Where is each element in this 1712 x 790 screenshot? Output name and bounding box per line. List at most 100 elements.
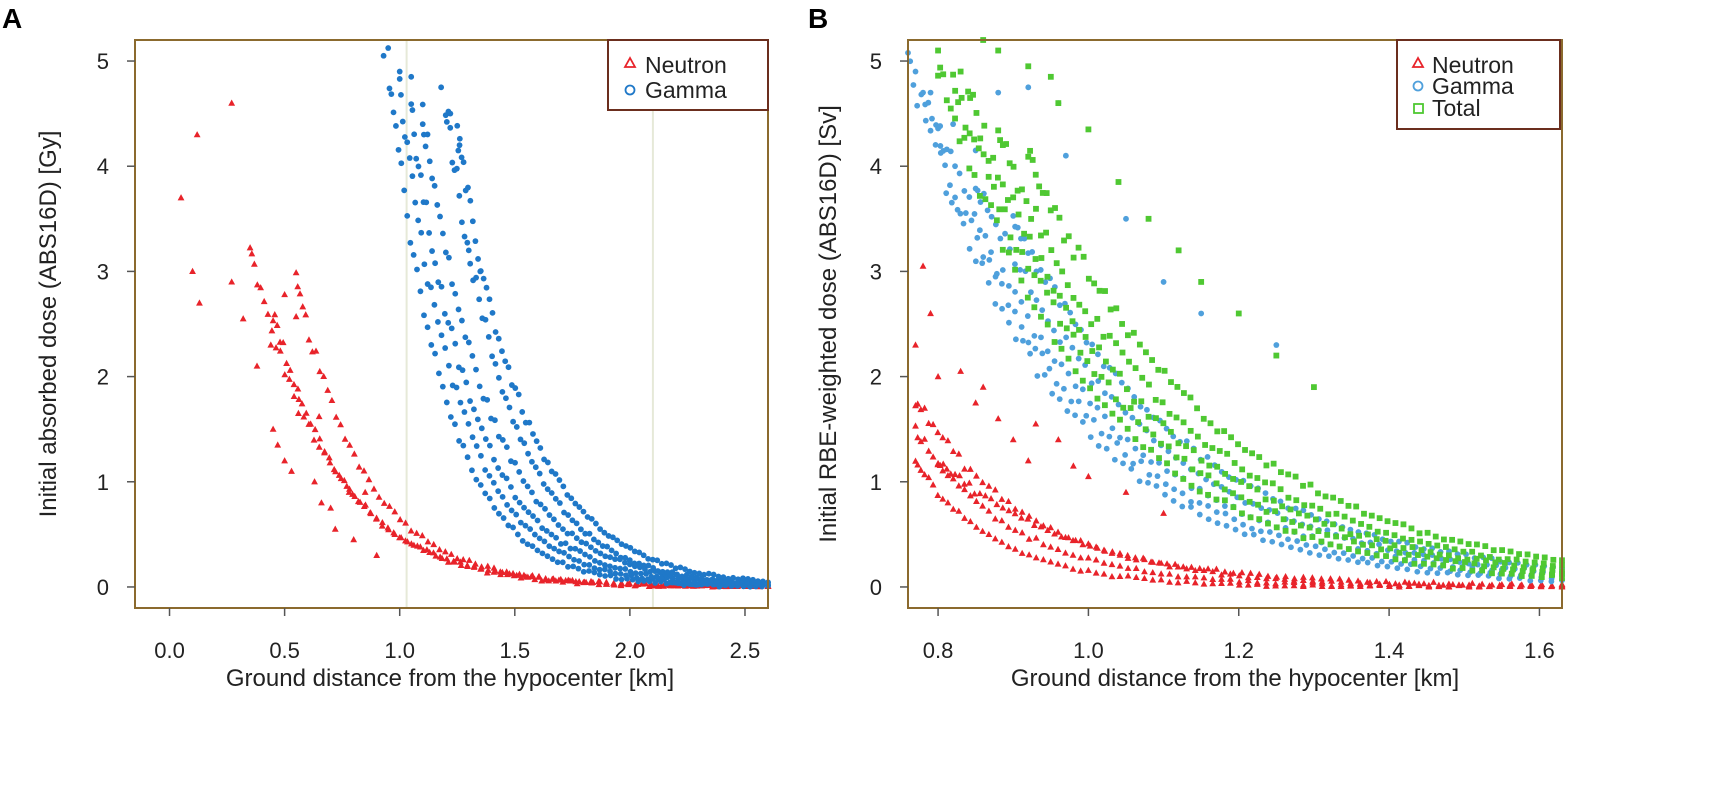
gamma-data-point — [1148, 459, 1154, 465]
neutron-data-point — [193, 131, 201, 138]
total-data-point — [1539, 565, 1546, 572]
gamma-data-point — [447, 124, 454, 131]
gamma-data-point — [597, 550, 604, 557]
total-data-point — [1430, 561, 1437, 568]
neutron-data-point — [934, 372, 942, 380]
gamma-data-point — [551, 516, 557, 523]
gamma-data-point — [1285, 536, 1291, 543]
total-data-point — [1021, 230, 1027, 237]
gamma-data-point — [580, 568, 587, 575]
gamma-data-point — [1154, 473, 1161, 480]
neutron-data-point — [337, 474, 345, 482]
gamma-data-point — [561, 509, 567, 516]
total-data-point — [1256, 454, 1263, 460]
total-data-point — [1262, 496, 1269, 503]
total-data-point — [1417, 538, 1423, 545]
legend-neutron-marker-icon-b — [1411, 56, 1425, 68]
gamma-data-point — [1138, 458, 1145, 465]
gamma-data-point — [992, 301, 999, 307]
gamma-data-point — [588, 515, 595, 522]
gamma-data-point — [586, 568, 592, 574]
gamma-data-point — [937, 123, 944, 129]
total-data-point — [1507, 548, 1514, 555]
neutron-data-point — [420, 546, 427, 553]
gamma-data-point — [968, 217, 975, 224]
total-data-point — [962, 124, 969, 131]
neutron-data-point — [1149, 568, 1157, 576]
total-data-point — [971, 172, 978, 178]
gamma-data-point — [554, 559, 561, 566]
gamma-data-point — [966, 194, 973, 200]
gamma-data-point — [601, 562, 608, 568]
neutron-data-point — [253, 362, 261, 369]
neutron-data-point — [1018, 529, 1026, 536]
total-data-point — [1455, 555, 1462, 562]
total-data-point — [990, 154, 997, 161]
gamma-data-point — [1018, 324, 1025, 330]
total-data-point — [1446, 552, 1452, 559]
gamma-data-point — [431, 301, 438, 308]
gamma-data-point — [404, 212, 411, 219]
gamma-data-point — [596, 571, 603, 578]
neutron-data-point — [1273, 573, 1281, 580]
total-data-point — [1469, 567, 1476, 574]
total-data-point — [937, 64, 944, 71]
gamma-data-point — [449, 281, 455, 288]
gamma-data-point — [627, 544, 634, 551]
gamma-data-point — [952, 163, 958, 170]
neutron-data-point — [196, 299, 203, 306]
total-data-point — [1401, 557, 1408, 564]
neutron-data-point — [1218, 571, 1225, 578]
total-data-point — [1255, 501, 1261, 508]
total-data-point — [1378, 546, 1385, 553]
total-data-point — [1038, 313, 1044, 320]
total-data-point — [1087, 385, 1093, 392]
neutron-data-point — [955, 482, 963, 489]
neutron-data-point — [976, 489, 984, 497]
gamma-data-point — [556, 500, 563, 506]
gamma-data-point — [1294, 538, 1301, 544]
gamma-data-point — [1069, 344, 1076, 351]
neutron-data-point — [402, 519, 409, 526]
gamma-data-point — [590, 536, 597, 543]
total-data-point — [1300, 482, 1306, 489]
gamma-data-point — [1364, 559, 1371, 566]
gamma-data-point — [533, 498, 540, 505]
y-tick-label: 2 — [870, 365, 882, 390]
neutron-data-point — [189, 267, 196, 275]
neutron-data-point — [1005, 523, 1012, 530]
total-data-point — [1221, 428, 1228, 434]
gamma-data-point — [1242, 500, 1249, 506]
gamma-data-point — [1042, 279, 1049, 286]
gamma-data-point — [622, 566, 629, 572]
gamma-data-point — [565, 563, 571, 570]
total-data-point — [1301, 502, 1308, 509]
gamma-data-point — [999, 267, 1006, 273]
gamma-data-point — [575, 565, 582, 572]
gamma-data-point — [506, 404, 513, 411]
total-data-point — [1364, 531, 1371, 538]
total-data-point — [957, 68, 964, 75]
gamma-data-point — [612, 570, 619, 577]
total-data-point — [1065, 355, 1072, 362]
neutron-data-point — [253, 281, 261, 288]
total-data-point — [1279, 503, 1286, 510]
total-data-point — [1306, 524, 1313, 531]
total-data-point — [1269, 480, 1276, 487]
gamma-data-point — [573, 520, 580, 527]
gamma-data-point — [577, 526, 584, 533]
gamma-data-point — [445, 362, 452, 369]
y-tick-label: 4 — [870, 154, 882, 179]
gamma-data-point — [541, 538, 548, 545]
gamma-data-point — [1300, 507, 1307, 514]
neutron-data-point — [268, 327, 276, 334]
gamma-data-point — [607, 568, 613, 575]
total-data-point — [1311, 384, 1317, 391]
total-data-point — [1465, 541, 1472, 547]
gamma-data-point — [1002, 230, 1008, 237]
gamma-data-point — [582, 530, 589, 537]
neutron-data-point — [299, 303, 307, 310]
x-axis-label-a: Ground distance from the hypocenter [km] — [226, 665, 674, 692]
neutron-data-point — [1188, 563, 1195, 570]
gamma-data-point — [566, 553, 572, 560]
